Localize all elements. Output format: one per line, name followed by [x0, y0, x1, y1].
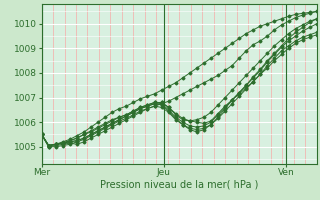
X-axis label: Pression niveau de la mer( hPa ): Pression niveau de la mer( hPa ) [100, 180, 258, 190]
